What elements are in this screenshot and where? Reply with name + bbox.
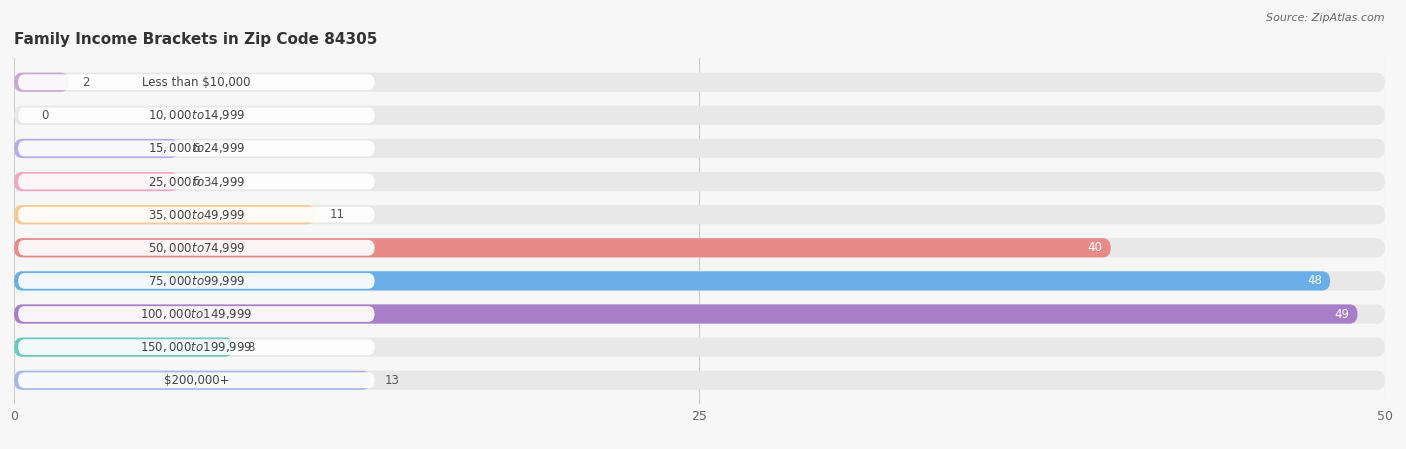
FancyBboxPatch shape — [14, 238, 1385, 257]
FancyBboxPatch shape — [14, 139, 179, 158]
FancyBboxPatch shape — [18, 306, 374, 322]
FancyBboxPatch shape — [18, 240, 374, 255]
Text: 11: 11 — [329, 208, 344, 221]
FancyBboxPatch shape — [14, 338, 1385, 357]
Text: 8: 8 — [247, 341, 254, 354]
Text: $50,000 to $74,999: $50,000 to $74,999 — [148, 241, 245, 255]
FancyBboxPatch shape — [14, 172, 179, 191]
Text: Less than $10,000: Less than $10,000 — [142, 76, 250, 89]
Text: $15,000 to $24,999: $15,000 to $24,999 — [148, 141, 245, 155]
Text: 6: 6 — [193, 175, 200, 188]
FancyBboxPatch shape — [18, 75, 374, 90]
FancyBboxPatch shape — [14, 304, 1358, 324]
Text: 6: 6 — [193, 142, 200, 155]
FancyBboxPatch shape — [14, 106, 1385, 125]
Text: $35,000 to $49,999: $35,000 to $49,999 — [148, 208, 245, 222]
Text: $100,000 to $149,999: $100,000 to $149,999 — [141, 307, 253, 321]
Text: 49: 49 — [1334, 308, 1350, 321]
FancyBboxPatch shape — [14, 73, 1385, 92]
FancyBboxPatch shape — [18, 273, 374, 289]
Text: Family Income Brackets in Zip Code 84305: Family Income Brackets in Zip Code 84305 — [14, 32, 377, 48]
FancyBboxPatch shape — [14, 304, 1385, 324]
FancyBboxPatch shape — [18, 141, 374, 156]
Text: $25,000 to $34,999: $25,000 to $34,999 — [148, 175, 245, 189]
Text: 13: 13 — [384, 374, 399, 387]
Text: 0: 0 — [42, 109, 49, 122]
Text: $200,000+: $200,000+ — [163, 374, 229, 387]
FancyBboxPatch shape — [14, 205, 1385, 224]
Text: 40: 40 — [1088, 241, 1102, 254]
FancyBboxPatch shape — [14, 172, 1385, 191]
Text: Source: ZipAtlas.com: Source: ZipAtlas.com — [1267, 13, 1385, 23]
FancyBboxPatch shape — [18, 107, 374, 123]
FancyBboxPatch shape — [14, 238, 1111, 257]
FancyBboxPatch shape — [18, 207, 374, 223]
FancyBboxPatch shape — [18, 372, 374, 388]
Text: $75,000 to $99,999: $75,000 to $99,999 — [148, 274, 245, 288]
FancyBboxPatch shape — [14, 271, 1385, 291]
Text: 48: 48 — [1308, 274, 1322, 287]
Text: 2: 2 — [83, 76, 90, 89]
FancyBboxPatch shape — [14, 73, 69, 92]
Text: $150,000 to $199,999: $150,000 to $199,999 — [141, 340, 253, 354]
FancyBboxPatch shape — [14, 338, 233, 357]
FancyBboxPatch shape — [14, 371, 1385, 390]
FancyBboxPatch shape — [14, 271, 1330, 291]
FancyBboxPatch shape — [14, 371, 371, 390]
FancyBboxPatch shape — [14, 205, 315, 224]
FancyBboxPatch shape — [18, 174, 374, 189]
FancyBboxPatch shape — [18, 339, 374, 355]
Text: $10,000 to $14,999: $10,000 to $14,999 — [148, 108, 245, 122]
FancyBboxPatch shape — [14, 139, 1385, 158]
